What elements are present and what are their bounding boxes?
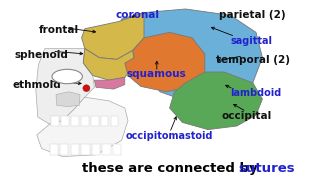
Text: sutures: sutures [238, 162, 295, 175]
Ellipse shape [83, 85, 90, 92]
Polygon shape [82, 13, 144, 59]
Bar [91, 116, 99, 126]
Polygon shape [56, 92, 80, 107]
Bar [71, 144, 79, 155]
Ellipse shape [52, 69, 83, 84]
Bar [101, 116, 108, 126]
Polygon shape [125, 32, 205, 92]
Polygon shape [170, 72, 262, 130]
Text: parietal (2): parietal (2) [220, 10, 286, 20]
Polygon shape [83, 49, 134, 80]
Text: occipital: occipital [221, 111, 272, 121]
Bar [113, 144, 121, 155]
Text: frontal: frontal [39, 25, 79, 35]
Text: sagittal: sagittal [230, 36, 272, 46]
Bar [81, 144, 90, 155]
Bar [111, 116, 118, 126]
Bar [50, 144, 58, 155]
Text: ethmoid: ethmoid [12, 80, 61, 90]
Bar [51, 116, 59, 126]
Bar [81, 116, 89, 126]
Polygon shape [37, 97, 128, 157]
Text: sphenoid: sphenoid [15, 50, 68, 60]
Text: squamous: squamous [127, 69, 187, 79]
Polygon shape [36, 49, 94, 124]
Bar [71, 116, 79, 126]
Bar [61, 116, 69, 126]
Bar [92, 144, 100, 155]
Bar [102, 144, 111, 155]
Polygon shape [94, 77, 125, 89]
Text: coronal: coronal [116, 10, 160, 20]
Text: these are connected by: these are connected by [82, 162, 262, 175]
Text: temporal (2): temporal (2) [216, 55, 290, 65]
Polygon shape [118, 9, 262, 101]
Text: occipitomastoid: occipitomastoid [126, 131, 213, 141]
Text: lambdoid: lambdoid [230, 88, 282, 98]
Bar [60, 144, 68, 155]
